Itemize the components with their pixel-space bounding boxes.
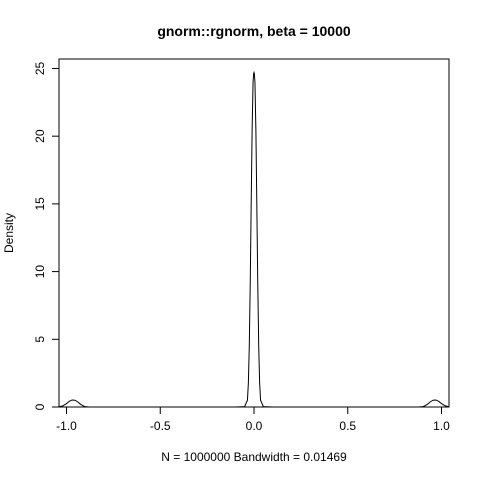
x-tick-label: -1.0: [56, 419, 77, 433]
plot-box: [58, 58, 450, 408]
x-tick-label: 1.0: [433, 419, 450, 433]
x-tick-label: 0.0: [246, 419, 263, 433]
y-axis-label: Density: [2, 213, 16, 253]
y-tick-label: 0: [33, 403, 47, 410]
y-tick-label: 15: [33, 197, 47, 211]
y-tick-label: 5: [33, 336, 47, 343]
y-tick-label: 20: [33, 129, 47, 143]
x-axis-label: N = 1000000 Bandwidth = 0.01469: [161, 450, 347, 464]
y-axis: 0 5 10 15 20 25: [33, 61, 60, 410]
density-curve: [58, 70, 450, 408]
y-tick-label: 25: [33, 61, 47, 75]
chart-title: gnorm::rgnorm, beta = 10000: [157, 23, 351, 39]
x-axis: -1.0 -0.5 0.0 0.5 1.0: [56, 406, 450, 433]
y-tick-label: 10: [33, 265, 47, 279]
x-tick-label: -0.5: [150, 419, 171, 433]
x-tick-label: 0.5: [339, 419, 356, 433]
